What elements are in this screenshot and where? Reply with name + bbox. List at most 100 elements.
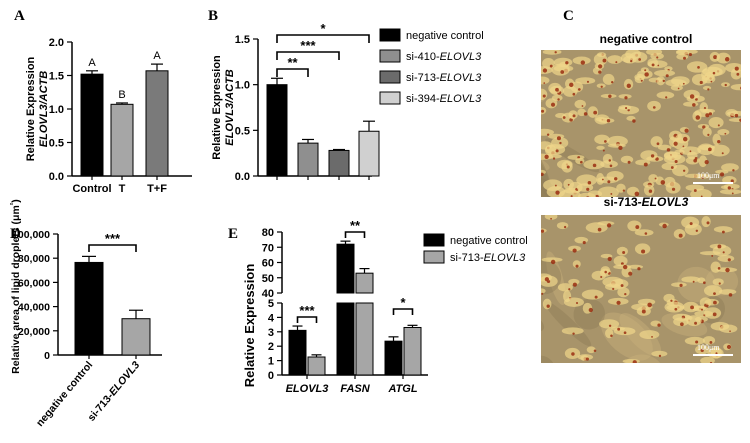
micro-cell <box>663 154 686 165</box>
micro-lipid-droplet <box>541 229 545 233</box>
micro-lipid-droplet <box>614 177 618 181</box>
micro-lipid-droplet <box>583 112 588 116</box>
b-legend-swatch-2 <box>379 70 401 84</box>
b-legend-swatch-3 <box>379 91 401 105</box>
micro-cell <box>542 50 562 55</box>
micro-lipid-droplet <box>739 118 741 122</box>
micro-cell <box>574 99 586 109</box>
micro-lipid-droplet <box>708 112 712 116</box>
d-y-tick-label: 100,000 <box>12 229 50 241</box>
micrograph-bottom-title: si-713-ELOVL3 <box>604 195 689 209</box>
micro-lipid-droplet <box>542 68 548 73</box>
d-y-tick-label: 40,000 <box>18 302 50 314</box>
micro-lipid-droplet <box>618 145 623 151</box>
micro-cell <box>708 117 724 129</box>
micro-lipid-droplet <box>598 70 602 74</box>
micro-cell <box>545 144 566 155</box>
micro-lipid-droplet <box>580 160 583 164</box>
micro-lipid-droplet <box>569 118 573 122</box>
micro-lipid-droplet <box>602 178 604 181</box>
micro-lipid-droplet <box>569 82 574 88</box>
micro-lipid-droplet <box>644 232 648 235</box>
micro-lipid-droplet <box>713 292 716 296</box>
micro-lipid-droplet <box>709 341 713 344</box>
b-y-tick-label: 1.5 <box>235 34 250 46</box>
micro-cell <box>650 136 663 148</box>
micro-lipid-droplet <box>606 119 611 123</box>
micro-cell <box>686 61 708 73</box>
panel-letter-c: C <box>563 8 574 24</box>
micro-lipid-droplet <box>715 352 718 355</box>
scale-bar-top <box>693 182 733 184</box>
micro-lipid-droplet <box>690 305 694 310</box>
e-x-tick-label-0: ELOVL3 <box>286 383 329 395</box>
micro-lipid-droplet <box>652 106 656 109</box>
micro-lipid-droplet <box>581 105 584 107</box>
micro-cell <box>577 192 596 197</box>
micro-cell <box>676 50 698 55</box>
micro-lipid-droplet <box>608 159 612 162</box>
micro-lipid-droplet <box>662 223 667 229</box>
micro-lipid-droplet <box>622 251 626 254</box>
micro-lipid-droplet <box>607 180 611 184</box>
micro-cell <box>581 289 604 300</box>
micro-lipid-droplet <box>673 141 678 146</box>
e-sig-atgl-stars: * <box>400 295 406 310</box>
micro-cell <box>623 55 637 64</box>
micro-lipid-droplet <box>542 94 546 98</box>
a-bar-2 <box>145 70 169 177</box>
micro-lipid-droplet <box>607 256 612 262</box>
micro-lipid-droplet <box>543 82 546 84</box>
micro-lipid-droplet <box>722 251 725 254</box>
micro-lipid-droplet <box>559 141 562 145</box>
micro-lipid-droplet <box>600 85 603 88</box>
micro-cell <box>702 108 716 114</box>
micro-lipid-droplet <box>665 96 668 99</box>
e-legend-label-0: negative control <box>450 235 528 247</box>
a-group-letter-0: A <box>88 57 96 69</box>
micro-lipid-droplet <box>580 60 586 65</box>
micro-lipid-droplet <box>608 94 612 99</box>
micro-lipid-droplet <box>683 56 686 60</box>
e-y-tick-label-upper: 50 <box>262 273 274 285</box>
micro-cell <box>663 293 675 303</box>
a-bar-1 <box>110 103 134 177</box>
micro-lipid-droplet <box>550 259 556 265</box>
e-bar-2-1 <box>403 326 422 376</box>
e-sig-fasn-stars: ** <box>350 218 361 233</box>
b-legend-label-0: negative control <box>406 30 484 42</box>
e-y-tick-label-upper: 80 <box>262 227 274 239</box>
micro-lipid-droplet <box>703 107 707 110</box>
micro-lipid-droplet <box>572 92 576 96</box>
e-sig-fasn-bracket <box>344 231 366 238</box>
micro-cell <box>673 317 689 327</box>
micro-cell <box>698 155 708 168</box>
micro-lipid-droplet <box>728 293 733 297</box>
micro-lipid-droplet <box>704 159 709 165</box>
micro-lipid-droplet <box>541 292 544 295</box>
micro-cell <box>600 266 611 275</box>
micro-lipid-droplet <box>627 160 631 164</box>
micro-lipid-droplet <box>600 275 603 278</box>
micro-lipid-droplet <box>570 195 573 197</box>
micro-lipid-droplet <box>602 58 607 63</box>
micro-lipid-droplet <box>695 98 698 101</box>
micro-lipid-droplet <box>637 267 641 271</box>
micro-cell <box>574 236 589 244</box>
e-y-tick-label-lower: 4 <box>268 312 275 324</box>
micro-lipid-droplet <box>586 80 590 83</box>
micro-lipid-droplet <box>554 51 557 54</box>
micro-lipid-droplet <box>644 72 649 77</box>
micro-lipid-droplet <box>546 304 550 308</box>
micro-lipid-droplet <box>557 98 560 101</box>
d-y-tick-label: 20,000 <box>18 326 50 338</box>
micro-lipid-droplet <box>582 241 586 245</box>
micro-lipid-droplet <box>724 57 730 62</box>
b-sig-1-stars: ** <box>287 55 298 70</box>
micro-lipid-droplet <box>680 322 684 327</box>
micro-lipid-droplet <box>712 71 716 75</box>
micro-lipid-droplet <box>708 147 712 152</box>
micro-cell <box>721 163 739 172</box>
d-x-tick-label-0: negative control <box>34 359 95 429</box>
micro-lipid-droplet <box>731 192 734 195</box>
